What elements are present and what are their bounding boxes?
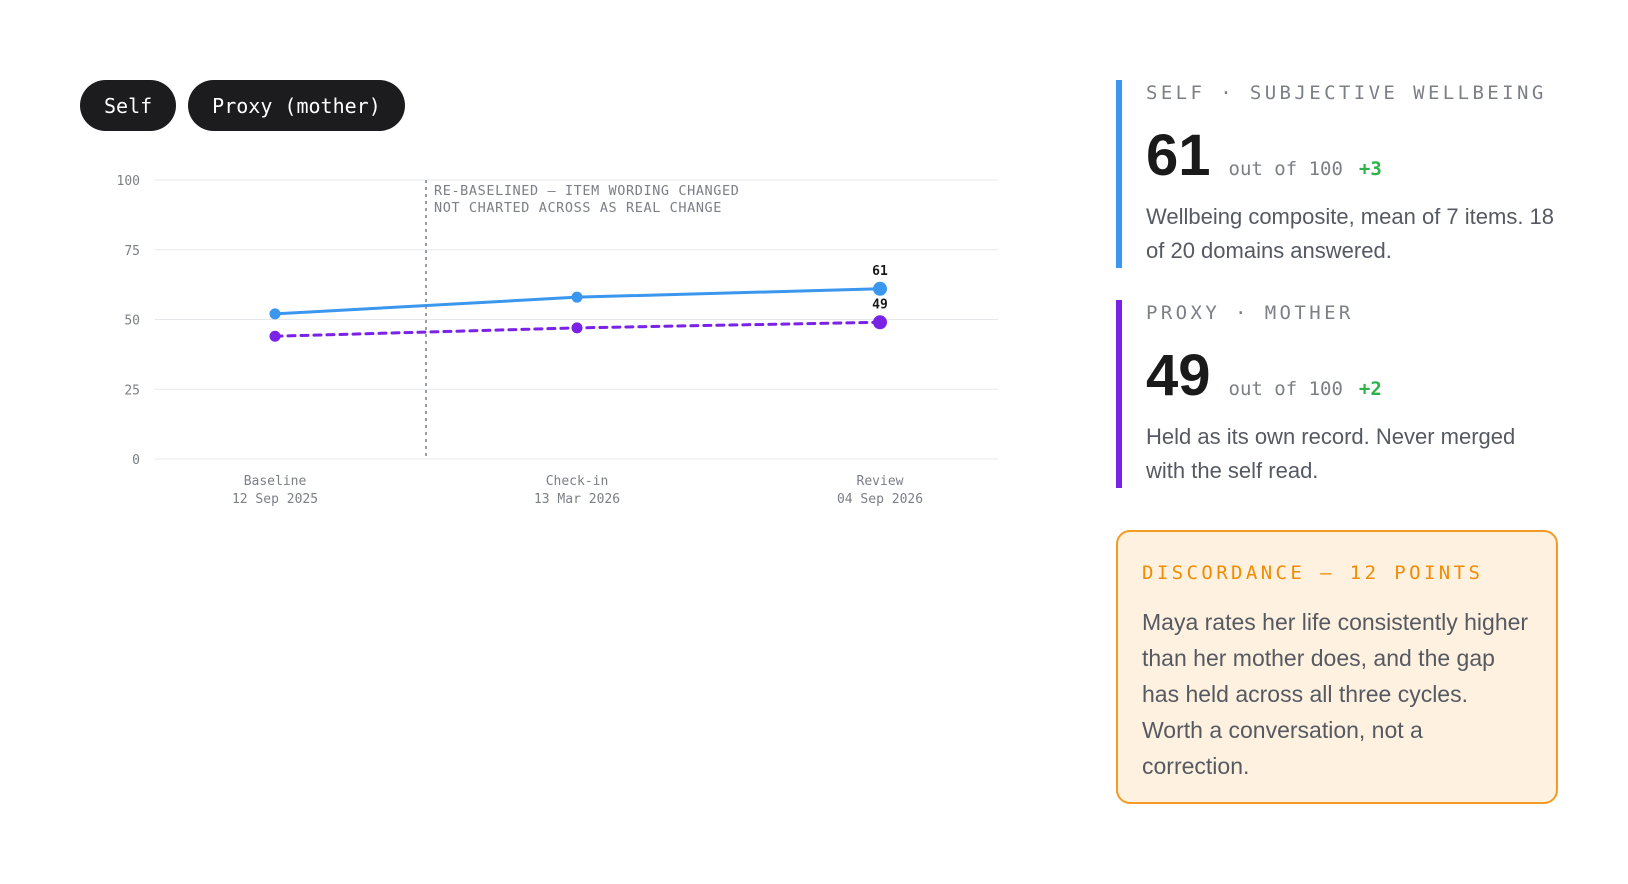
- self-score-value: 61: [1146, 123, 1211, 188]
- y-tick-label: 25: [124, 383, 140, 398]
- self-score-row: 61 out of 100 +3: [1146, 126, 1556, 186]
- self-score-card: SELF · SUBJECTIVE WELLBEING 61 out of 10…: [1116, 80, 1556, 268]
- x-tick-label: Check-in: [546, 474, 609, 489]
- proxy-toggle-button[interactable]: Proxy (mother): [188, 80, 405, 131]
- self-score-description: Wellbeing composite, mean of 7 items. 18…: [1146, 204, 1555, 263]
- proxy-data-point: [571, 322, 583, 334]
- self-card-label: SELF · SUBJECTIVE WELLBEING: [1146, 82, 1547, 104]
- self-score-out-of: out of 100: [1228, 158, 1343, 180]
- proxy-score-row: 49 out of 100 +2: [1146, 346, 1556, 406]
- self-toggle-button[interactable]: Self: [80, 80, 177, 131]
- view-toggle-group: Self Proxy (mother): [80, 80, 405, 131]
- x-tick-label: Review: [857, 474, 904, 489]
- self-score-delta: +3: [1358, 158, 1382, 180]
- chart-svg: 0 25 50 75 100 RE-BASELINED — ITEM WORDING C…: [117, 174, 998, 507]
- proxy-data-point: [873, 315, 887, 330]
- discordance-title: DISCORDANCE — 12 POINTS: [1142, 562, 1484, 584]
- self-score-panel: SELF · SUBJECTIVE WELLBEING 61 out of 10…: [1116, 80, 1556, 268]
- wellbeing-chart: 0 25 50 75 100 RE-BASELINED — ITEM WORDING C…: [80, 160, 1020, 534]
- rebaseline-note-line1: RE-BASELINED — ITEM WORDING CHANGED: [434, 183, 739, 199]
- y-tick-label: 0: [132, 453, 140, 468]
- y-tick-label: 75: [124, 244, 140, 259]
- proxy-score-panel: PROXY · MOTHER 49 out of 100 +2 Held as …: [1116, 300, 1556, 488]
- y-tick-label: 50: [124, 314, 140, 329]
- self-data-point: [571, 291, 583, 303]
- x-tick-date: 12 Sep 2025: [232, 492, 318, 507]
- rebaseline-note-line2: NOT CHARTED ACROSS AS REAL CHANGE: [434, 200, 722, 216]
- x-tick-label: Baseline: [244, 474, 307, 489]
- x-tick-date: 13 Mar 2026: [534, 492, 620, 507]
- proxy-score-value: 49: [1146, 343, 1211, 408]
- self-data-point: [873, 281, 887, 296]
- self-end-value-label: 61: [872, 264, 888, 279]
- self-data-point: [269, 308, 281, 320]
- y-tick-label: 100: [117, 174, 140, 189]
- proxy-score-delta: +2: [1358, 378, 1382, 400]
- proxy-score-card: PROXY · MOTHER 49 out of 100 +2 Held as …: [1116, 300, 1556, 488]
- proxy-score-description: Held as its own record. Never merged wit…: [1146, 424, 1516, 483]
- proxy-end-value-label: 49: [872, 297, 888, 312]
- x-tick-date: 04 Sep 2026: [837, 492, 923, 507]
- proxy-score-out-of: out of 100: [1228, 378, 1343, 400]
- discordance-callout: DISCORDANCE — 12 POINTS Maya rates her l…: [1116, 530, 1558, 804]
- discordance-text: Maya rates her life consistently higher …: [1142, 609, 1529, 779]
- proxy-card-label: PROXY · MOTHER: [1146, 302, 1354, 324]
- proxy-data-point: [269, 330, 281, 342]
